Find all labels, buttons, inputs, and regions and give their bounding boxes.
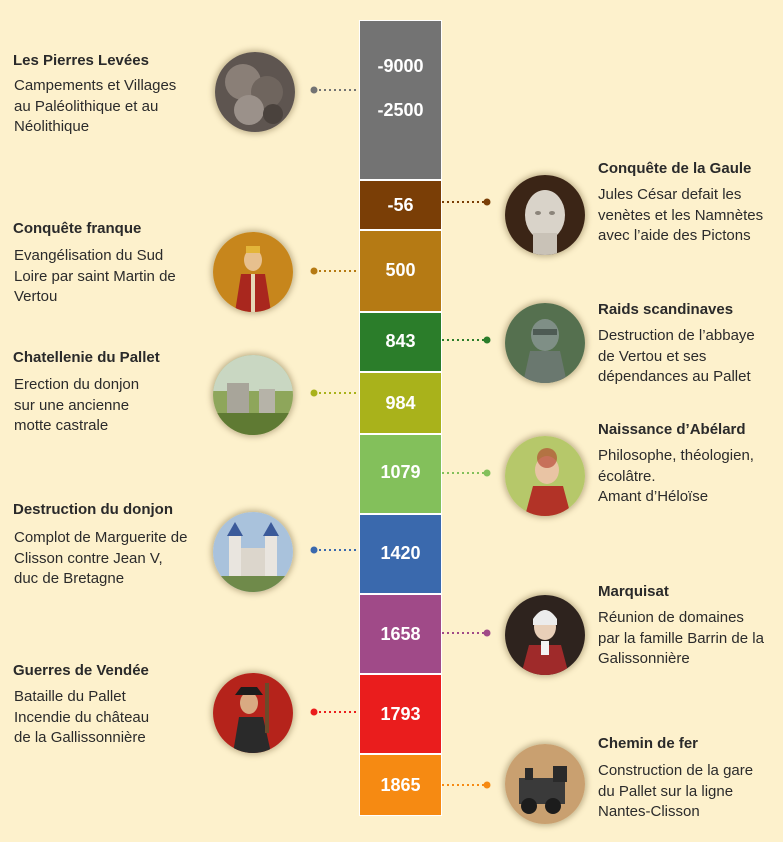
year-label: 1658 xyxy=(380,624,421,644)
event-title-abelard: Naissance d’Abélard xyxy=(598,421,746,438)
year-label: -56 xyxy=(387,195,414,215)
connector-dot xyxy=(483,336,491,344)
timeline-block-franque xyxy=(359,230,442,312)
connector-dot xyxy=(310,708,318,716)
ruins-icon xyxy=(213,355,293,435)
connector-dot xyxy=(310,546,318,554)
timeline-block-chemin xyxy=(359,754,442,816)
stones-icon xyxy=(215,52,295,132)
event-title-vendee: Guerres de Vendée xyxy=(13,662,149,679)
event-title-raids: Raids scandinaves xyxy=(598,301,734,318)
event-title-chatellenie: Chatellenie du Pallet xyxy=(13,349,160,366)
event-description-gaule: Jules César defait les venètes et les Na… xyxy=(598,186,764,244)
year-label: -2500 xyxy=(377,100,424,120)
connector-dot xyxy=(483,469,491,477)
event-description-chatellenie: Erection du donjon sur une ancienne mott… xyxy=(14,376,140,434)
vendee-soldier-icon xyxy=(213,673,293,753)
connector-dot xyxy=(310,86,318,94)
caesar-bust-icon xyxy=(505,175,585,255)
year-label: 1793 xyxy=(380,704,421,724)
event-title-franque: Conquête franque xyxy=(13,220,142,237)
timeline-block-chatellenie xyxy=(359,372,442,434)
event-description-franque: Evangélisation du Sud Loire par saint Ma… xyxy=(14,247,176,305)
event-description-chemin: Construction de la gare du Pallet sur la… xyxy=(598,762,754,820)
castle-icon xyxy=(213,512,293,592)
timeline-block-pierres xyxy=(359,20,442,180)
event-description-donjon: Complot de Marguerite de Clisson contre … xyxy=(14,529,188,587)
year-label: 984 xyxy=(385,393,416,413)
abelard-icon xyxy=(505,436,585,516)
locomotive-icon xyxy=(505,744,585,824)
event-title-chemin: Chemin de fer xyxy=(598,735,699,752)
timeline-block-vendee xyxy=(359,674,442,754)
event-title-donjon: Destruction du donjon xyxy=(13,501,173,518)
event-title-gaule: Conquête de la Gaule xyxy=(598,160,752,177)
timeline-block-raids xyxy=(359,312,442,372)
connector-dot xyxy=(483,629,491,637)
connector-dot xyxy=(310,389,318,397)
event-title-pierres: Les Pierres Levées xyxy=(13,52,149,69)
marquis-portrait-icon xyxy=(505,595,585,675)
connector-dot xyxy=(483,198,491,206)
year-label: 1420 xyxy=(380,543,421,563)
year-label: -9000 xyxy=(377,56,424,76)
year-label: 843 xyxy=(385,331,416,351)
viking-icon xyxy=(505,303,585,383)
connector-dot xyxy=(483,781,491,789)
connector-dot xyxy=(310,267,318,275)
timeline-block-abelard xyxy=(359,434,442,514)
year-label: 1079 xyxy=(380,462,421,482)
year-label: 500 xyxy=(385,260,416,280)
timeline-block-donjon xyxy=(359,514,442,594)
timeline-block-gaule xyxy=(359,180,442,230)
event-description-raids: Destruction de l’abbaye de Vertou et ses… xyxy=(598,327,755,385)
timeline-block-marquisat xyxy=(359,594,442,674)
saint-martin-icon xyxy=(213,232,293,312)
event-description-vendee: Bataille du Pallet Incendie du château d… xyxy=(14,688,150,746)
year-label: 1865 xyxy=(380,775,421,795)
event-title-marquisat: Marquisat xyxy=(598,583,669,600)
event-description-marquisat: Réunion de domaines par la famille Barri… xyxy=(598,609,764,667)
event-description-pierres: Campements et Villages au Paléolithique … xyxy=(14,77,177,135)
event-description-abelard: Philosophe, théologien, écolâtre. Amant … xyxy=(598,447,754,505)
